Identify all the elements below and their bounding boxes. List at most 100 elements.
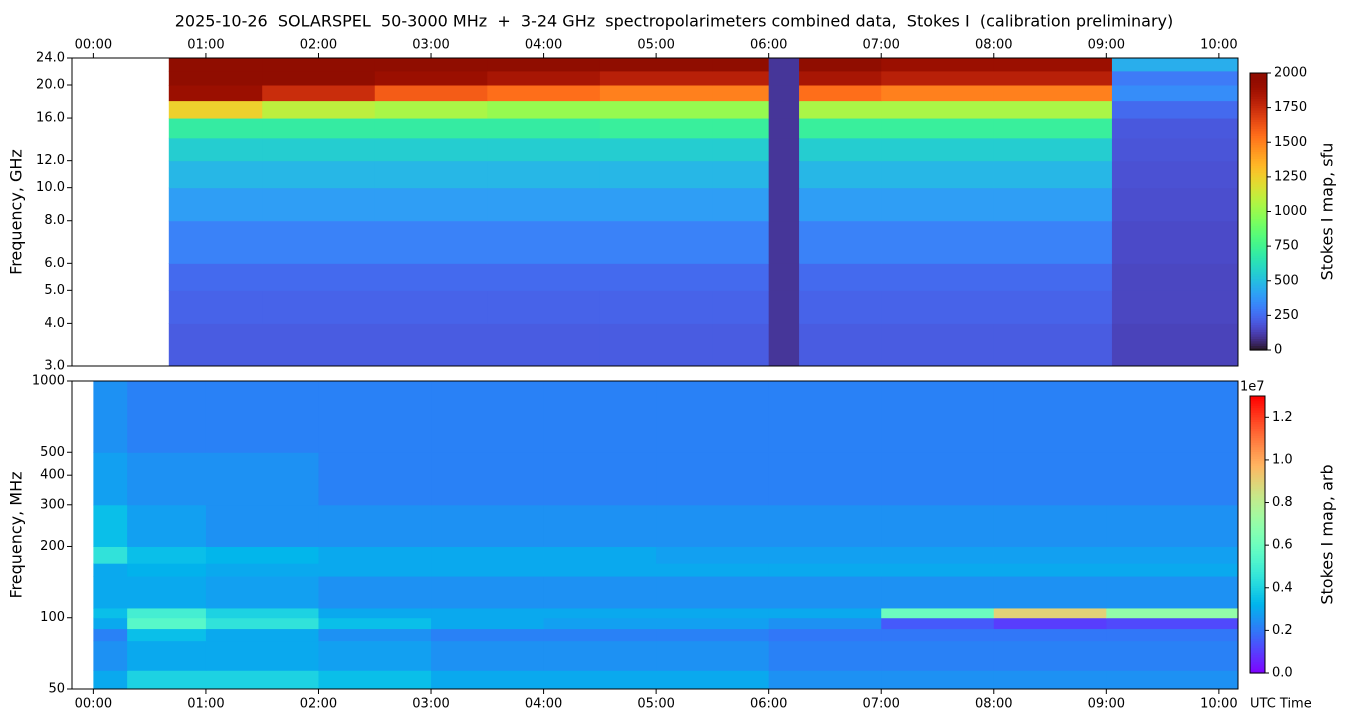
colorbar-swatch <box>1250 190 1267 194</box>
colorbar-swatch <box>1250 216 1267 220</box>
y-tick-label: 100 <box>40 610 65 625</box>
colorbar-swatch <box>1250 158 1267 162</box>
colorbar-swatch <box>1250 313 1267 316</box>
heatmap-cell <box>881 58 995 72</box>
colorbar-swatch <box>1250 518 1265 522</box>
colorbar-swatch <box>1250 423 1265 427</box>
colorbar-tick-label: 1.0 <box>1272 452 1293 467</box>
heatmap-cell <box>881 628 995 642</box>
colorbar-swatch <box>1250 432 1265 436</box>
heatmap-cell <box>127 546 207 564</box>
heatmap-cell <box>487 323 601 367</box>
heatmap-cell <box>656 617 770 630</box>
colorbar-swatch <box>1250 319 1267 323</box>
heatmap-cell <box>768 160 800 189</box>
colorbar-swatch <box>1250 174 1267 178</box>
colorbar-swatch <box>1250 409 1265 413</box>
heatmap-cell <box>993 220 1113 264</box>
colorbar-swatch <box>1250 599 1265 603</box>
colorbar-swatch <box>1250 490 1265 494</box>
colorbar-swatch <box>1250 271 1267 275</box>
heatmap-cell <box>543 670 657 690</box>
heatmap-cell <box>656 546 770 564</box>
heatmap-cell <box>881 563 995 577</box>
colorbar-swatch <box>1250 289 1267 293</box>
y-tick-label: 16.0 <box>36 111 65 126</box>
heatmap-cell <box>768 617 882 630</box>
colorbar-swatch <box>1250 167 1267 171</box>
heatmap-cell <box>768 670 882 690</box>
colorbar-swatch <box>1250 499 1265 503</box>
heatmap-cell <box>1111 118 1239 139</box>
colorbar-swatch <box>1250 626 1265 630</box>
colorbar-swatch <box>1250 610 1265 614</box>
colorbar-swatch <box>1250 89 1267 93</box>
x-tick-label: 06:00 <box>750 38 787 53</box>
colorbar-tick-label: 1500 <box>1274 135 1307 150</box>
colorbar-swatch <box>1250 326 1267 330</box>
colorbar-swatch <box>1250 285 1267 289</box>
colorbar-swatch <box>1250 506 1265 510</box>
colorbar-tick-label: 1750 <box>1274 100 1307 115</box>
heatmap-cell <box>431 640 545 671</box>
heatmap-cell <box>768 546 882 564</box>
heatmap-cell <box>487 58 601 72</box>
heatmap-cell <box>881 187 995 222</box>
heatmap-cell <box>712 220 770 264</box>
x-tick-label: 01:00 <box>187 697 224 712</box>
heatmap-cell <box>768 85 800 102</box>
heatmap-cell <box>431 576 545 609</box>
colorbar-tick-label: 0.8 <box>1272 495 1293 510</box>
colorbar-swatch <box>1250 649 1265 653</box>
x-tick-label: 06:00 <box>750 697 787 712</box>
heatmap-cell <box>127 640 207 671</box>
colorbar-swatch <box>1250 576 1265 579</box>
x-tick-label: 02:00 <box>300 697 337 712</box>
colorbar-swatch <box>1250 594 1265 598</box>
colorbar-swatch <box>1250 419 1265 422</box>
colorbar-swatch <box>1250 569 1265 573</box>
heatmap-cell <box>262 100 376 119</box>
colorbar-tick-label: 2000 <box>1274 66 1307 81</box>
heatmap-cell <box>93 563 128 577</box>
heatmap-cell <box>881 85 995 102</box>
colorbar-tick-label: 250 <box>1274 308 1299 323</box>
colorbar-swatch <box>1250 492 1265 496</box>
heatmap-cell <box>712 160 770 189</box>
heatmap-cell <box>487 160 601 189</box>
colorbar-swatch <box>1250 497 1265 501</box>
colorbar-swatch <box>1250 114 1267 118</box>
colorbar-swatch <box>1250 172 1267 176</box>
colorbar-swatch <box>1250 103 1267 106</box>
colorbar-swatch <box>1250 398 1265 402</box>
heatmap-cell <box>431 563 545 577</box>
colorbar-swatch <box>1250 220 1267 224</box>
heatmap-cell <box>1111 70 1239 86</box>
colorbar-swatch <box>1250 642 1265 646</box>
heatmap-cell <box>318 670 432 690</box>
colorbar-swatch <box>1250 534 1265 538</box>
colorbar-swatch <box>1250 241 1267 245</box>
heatmap-cell <box>768 640 882 671</box>
colorbar-swatch <box>1250 428 1265 432</box>
colorbar-swatch <box>1250 509 1265 513</box>
colorbar-swatch <box>1250 123 1267 127</box>
colorbar-swatch <box>1250 488 1265 492</box>
colorbar-swatch <box>1250 301 1267 305</box>
colorbar-tick-label: 750 <box>1274 239 1299 254</box>
x-tick-label: 07:00 <box>862 697 899 712</box>
heatmap-cell <box>262 137 376 162</box>
colorbar-swatch <box>1250 407 1265 411</box>
heatmap-cell <box>993 160 1113 189</box>
heatmap-cell <box>543 381 657 453</box>
colorbar-swatch <box>1250 322 1267 326</box>
colorbar-swatch <box>1250 303 1267 307</box>
colorbar-swatch <box>1250 589 1265 593</box>
heatmap-cell <box>881 118 995 139</box>
heatmap-cell <box>599 118 713 139</box>
colorbar-swatch <box>1250 414 1265 418</box>
heatmap-cell <box>768 290 800 324</box>
heatmap-cell <box>487 85 601 102</box>
heatmap-cell <box>599 220 713 264</box>
y-tick-label: 50 <box>48 682 65 697</box>
